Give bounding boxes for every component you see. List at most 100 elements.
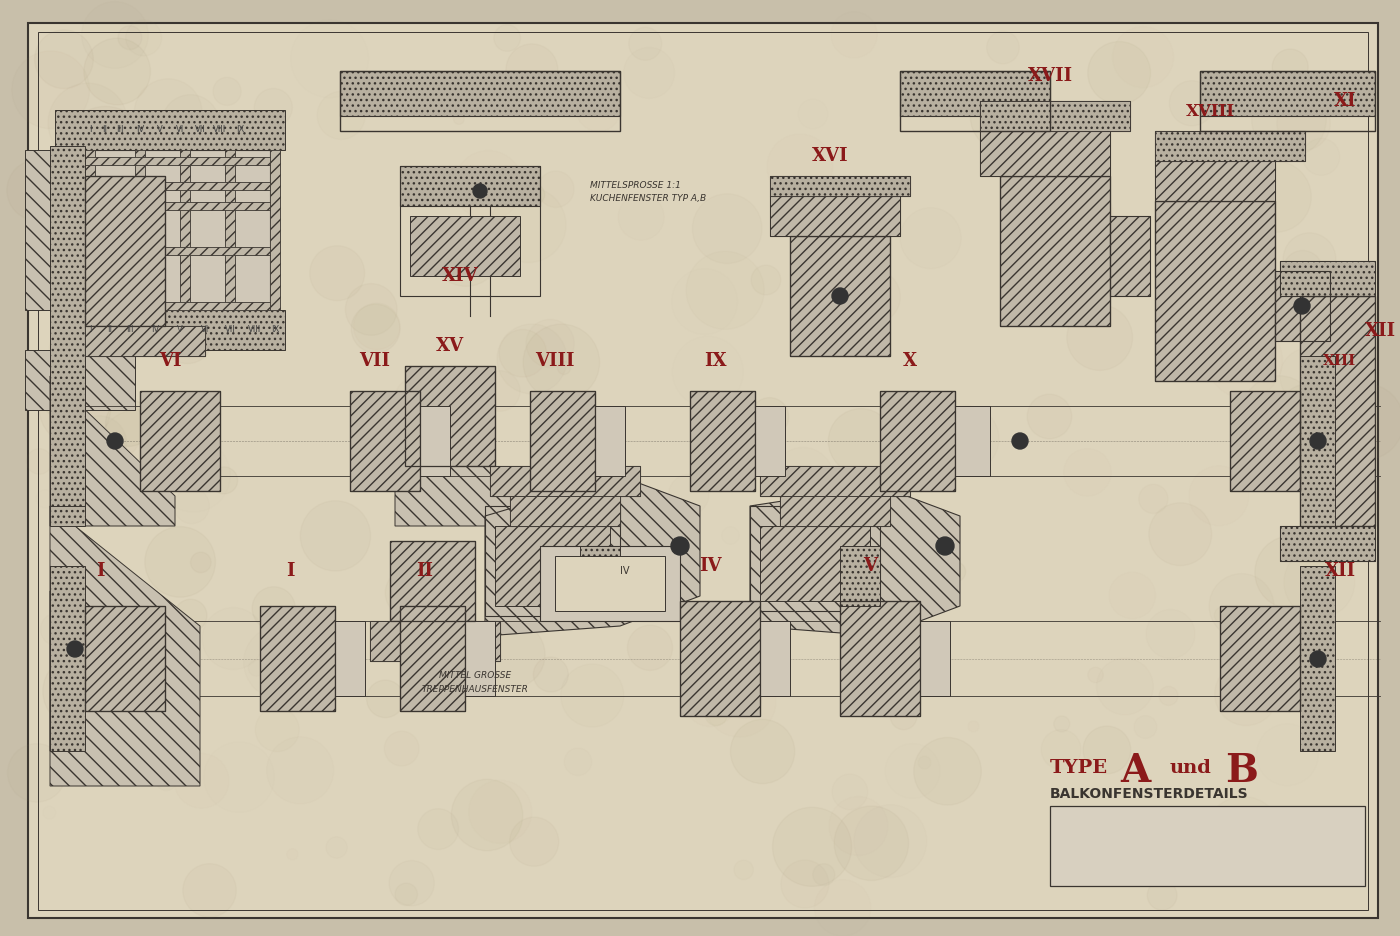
Bar (840, 601, 920, 716)
Text: I: I (286, 562, 294, 580)
Text: XII: XII (1365, 322, 1396, 340)
Text: XVII: XVII (1028, 67, 1072, 85)
Circle shape (1273, 49, 1308, 85)
Circle shape (301, 501, 371, 571)
Bar (1301, 296, 1375, 526)
Bar (340, 71, 620, 131)
Bar (750, 506, 881, 611)
Bar (1280, 261, 1375, 296)
Bar (490, 466, 640, 496)
Bar (85, 182, 270, 190)
Text: XV: XV (435, 337, 463, 355)
Bar (400, 166, 540, 206)
Circle shape (832, 288, 848, 304)
Circle shape (946, 562, 966, 581)
Bar (1219, 606, 1301, 711)
Circle shape (210, 467, 238, 494)
Bar (790, 236, 890, 356)
Bar (540, 546, 680, 621)
Bar (1200, 71, 1375, 116)
Text: IV: IV (699, 557, 721, 575)
Bar (760, 466, 910, 496)
Bar (85, 326, 204, 356)
Bar (1275, 271, 1330, 341)
Bar (955, 406, 990, 476)
Text: XIV: XIV (441, 267, 479, 285)
Bar (490, 466, 640, 496)
Circle shape (41, 370, 91, 420)
Bar (181, 150, 190, 310)
Text: I: I (88, 125, 91, 135)
Bar (85, 247, 270, 255)
Bar (1155, 131, 1305, 161)
Bar (690, 391, 755, 491)
Text: BALKONFENSTERDETAILS: BALKONFENSTERDETAILS (1050, 787, 1249, 801)
Bar (770, 196, 900, 236)
Bar (554, 556, 665, 611)
Polygon shape (25, 350, 134, 410)
Circle shape (1016, 179, 1056, 217)
Circle shape (1084, 726, 1131, 774)
Bar (531, 391, 595, 491)
Text: X: X (903, 352, 917, 370)
Text: XVIII: XVIII (1186, 103, 1235, 120)
Bar (510, 496, 620, 526)
Bar (55, 310, 286, 350)
Circle shape (524, 324, 599, 401)
Circle shape (773, 807, 851, 886)
Text: 34X28 H.ST.: 34X28 H.ST. (1079, 841, 1147, 851)
Circle shape (1310, 651, 1326, 667)
Bar (840, 546, 881, 606)
Circle shape (1254, 535, 1329, 609)
Bar (1280, 261, 1375, 296)
Bar (980, 101, 1130, 131)
Bar (680, 601, 760, 716)
Text: V: V (862, 557, 876, 575)
Bar (1155, 201, 1275, 381)
Bar (1231, 391, 1301, 491)
Bar (270, 150, 280, 310)
Bar (1200, 71, 1375, 131)
Bar (1219, 606, 1301, 711)
Bar (400, 166, 540, 296)
Bar (85, 606, 165, 711)
Text: VIII: VIII (535, 352, 575, 370)
Bar (840, 601, 920, 716)
Polygon shape (484, 476, 700, 636)
Bar (1000, 176, 1110, 326)
Bar (690, 391, 755, 491)
Polygon shape (50, 506, 200, 786)
Bar (85, 182, 270, 190)
Bar (760, 621, 790, 696)
Circle shape (81, 638, 143, 701)
Bar (760, 526, 869, 601)
Text: TREPPENHAUSFENSTER: TREPPENHAUSFENSTER (421, 684, 528, 694)
Bar (881, 391, 955, 491)
Bar (780, 496, 890, 526)
Text: XII: XII (1324, 562, 1355, 580)
Bar (400, 606, 465, 711)
Bar (1280, 526, 1375, 561)
Text: V: V (178, 326, 183, 334)
Bar (335, 621, 365, 696)
Circle shape (144, 527, 216, 597)
Bar (900, 71, 1050, 116)
Bar (770, 176, 910, 196)
Bar (790, 236, 890, 356)
Bar (225, 150, 235, 310)
Text: VII: VII (360, 352, 391, 370)
Polygon shape (25, 150, 55, 310)
Bar (1301, 566, 1336, 751)
Bar (1155, 131, 1305, 161)
Text: A: A (1120, 752, 1151, 790)
Bar (1155, 201, 1275, 381)
Text: HELLERHOF A.G.: HELLERHOF A.G. (1060, 813, 1151, 823)
Bar (85, 302, 270, 310)
Polygon shape (50, 591, 169, 751)
Circle shape (451, 780, 522, 851)
Text: MITTELSPROSSE 1:1: MITTELSPROSSE 1:1 (589, 182, 680, 191)
Text: VIII: VIII (213, 125, 227, 135)
Bar (1301, 296, 1375, 526)
Bar (50, 566, 85, 751)
Text: XVI: XVI (812, 147, 848, 165)
